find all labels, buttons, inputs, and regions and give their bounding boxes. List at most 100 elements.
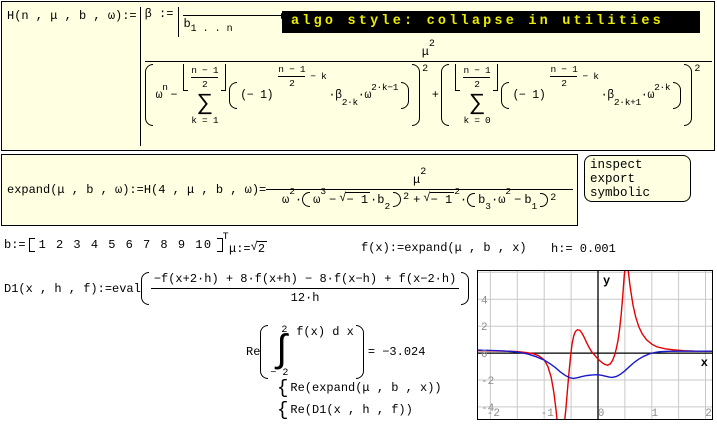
region-f-definition[interactable]: f(x):=expand(μ , b , x) bbox=[361, 241, 527, 255]
group2-square: 2 bbox=[694, 64, 701, 75]
fraction-bar bbox=[266, 189, 573, 190]
dot-op: · bbox=[491, 192, 499, 207]
left-brace-icon: { bbox=[277, 377, 289, 399]
minus-one-base: (− 1) bbox=[240, 88, 274, 102]
sum1-term: (− 1) n − 1 2 − k bbox=[229, 64, 410, 109]
b-lhs: b:= bbox=[4, 238, 26, 252]
left-bracket bbox=[28, 238, 35, 252]
sum-lower-bound: k = 0 bbox=[463, 115, 491, 126]
region-integral-eval[interactable]: Re 2 ∫ − 2 f(x) d x = −3.024 bbox=[246, 325, 425, 379]
menu-item-symbolic[interactable]: symbolic bbox=[590, 186, 651, 200]
mu: μ bbox=[421, 45, 429, 59]
minus-op: − bbox=[329, 192, 337, 207]
h-def: h:= 0.001 bbox=[551, 242, 616, 256]
y-tick-label: 4 bbox=[481, 295, 488, 307]
d1-lhs: D1(x , h , f):=eval bbox=[4, 281, 141, 296]
y-tick-label: -4 bbox=[481, 403, 495, 415]
sum-2: n − 1 2 ∑ k = 0 bbox=[455, 64, 499, 126]
omega-exp: 2 bbox=[289, 186, 295, 197]
menu-item-inspect[interactable]: inspect bbox=[590, 158, 643, 172]
exp-tail: − k bbox=[310, 70, 327, 82]
b-values: 1 2 3 4 5 6 7 8 9 10 bbox=[38, 238, 213, 252]
exp-tail: − k bbox=[582, 70, 599, 82]
sigma-icon: ∑ bbox=[198, 90, 212, 116]
beta-factor: ·β bbox=[328, 88, 343, 102]
trace1-label: Re(expand(μ , b , x)) bbox=[290, 381, 442, 395]
sum1-term-body: (− 1) n − 1 2 − k bbox=[239, 64, 399, 109]
plot-curve-1 bbox=[477, 349, 712, 380]
radicand: − 1 bbox=[429, 192, 455, 207]
region-menu[interactable]: inspect export symbolic bbox=[584, 155, 691, 202]
b-var: b bbox=[478, 192, 486, 207]
left-brace-icon: { bbox=[277, 399, 289, 421]
fraction-bar bbox=[191, 77, 219, 78]
sqrt-minus-one: √ − 1 bbox=[423, 192, 455, 207]
lfloor-icon bbox=[183, 64, 189, 91]
right-paren bbox=[673, 81, 682, 109]
radicand: 2 bbox=[256, 241, 268, 256]
program-bar bbox=[139, 7, 141, 146]
x-tick-label: 2 bbox=[705, 408, 712, 419]
y-tick-label: 2 bbox=[481, 322, 488, 334]
omega-exp: 3 bbox=[320, 186, 327, 197]
fraction-bar bbox=[463, 77, 491, 78]
vec-range-sub: 1 . . n bbox=[190, 24, 233, 35]
omega-exp: 2 bbox=[505, 186, 512, 197]
den-group-2: n − 1 2 ∑ k = 0 bbox=[441, 64, 701, 126]
right-paren bbox=[540, 192, 549, 207]
x-tick-label: 0 bbox=[598, 408, 605, 419]
region-plot-expressions[interactable]: { Re(expand(μ , b , x)) { Re(D1(x , h , … bbox=[277, 377, 442, 421]
menu-item-export[interactable]: export bbox=[590, 172, 636, 186]
region-d1-definition[interactable]: D1(x , h , f):=eval −f(x+2·h) + 8·f(x+h)… bbox=[4, 272, 470, 305]
region-mu-definition[interactable]: μ:= √ 2 bbox=[229, 241, 268, 256]
region-xy-plot[interactable]: -2 -1 0 1 2 4 2 0 -2 -4 y x bbox=[477, 261, 713, 427]
sum-1: n − 1 2 ∑ k = 1 bbox=[183, 64, 227, 126]
floor-limit: n − 1 2 bbox=[455, 64, 499, 91]
x-tick-label: -1 bbox=[541, 408, 555, 419]
exp-fraction: n − 1 2 bbox=[547, 63, 580, 90]
eval-arg: −f(x+2·h) + 8·f(x+h) − 8·f(x−h) + f(x−2·… bbox=[140, 272, 470, 305]
left-paren bbox=[140, 272, 149, 305]
mu-lhs: μ:= bbox=[229, 241, 251, 256]
minus-op: − bbox=[170, 88, 178, 102]
exp-fraction: n − 1 2 bbox=[275, 63, 308, 90]
radical-icon: √ bbox=[339, 191, 347, 205]
region-b-definition[interactable]: b:= 1 2 3 4 5 6 7 8 9 10 T bbox=[4, 232, 229, 252]
x-tick-label: 1 bbox=[651, 408, 658, 419]
integrand: f(x) d x bbox=[296, 325, 354, 339]
vec-base: b bbox=[183, 17, 191, 31]
integral-sign: 2 ∫ − 2 bbox=[270, 325, 293, 379]
omega: ω bbox=[313, 192, 321, 207]
beta-sub: 2·k bbox=[341, 96, 359, 108]
minus-one-exponent: n − 1 2 − k bbox=[547, 63, 599, 90]
group-square: 2 bbox=[403, 192, 410, 203]
limit-fraction: n − 1 2 bbox=[188, 64, 221, 91]
left-paren bbox=[467, 192, 476, 207]
region-h-definition[interactable]: algo style: collapse in utilities H(n , … bbox=[1, 1, 715, 151]
title-banner: algo style: collapse in utilities bbox=[282, 11, 700, 33]
region-h-step-definition[interactable]: h:= 0.001 bbox=[551, 242, 616, 256]
group-square: 2 bbox=[550, 192, 557, 204]
beta-lhs: β := bbox=[144, 7, 174, 21]
right-paren bbox=[355, 325, 364, 379]
plus-op: + bbox=[413, 192, 421, 207]
x-axis-label: x bbox=[701, 356, 708, 370]
omega-factor: ·ω bbox=[640, 88, 655, 102]
fraction-bar bbox=[144, 61, 712, 62]
sum-lower-bound: k = 1 bbox=[191, 115, 219, 126]
b-sub: 3 bbox=[485, 201, 491, 212]
vectorize-bar bbox=[178, 7, 180, 37]
d1-numerator: −f(x+2·h) + 8·f(x+h) − 8·f(x−h) + f(x−2·… bbox=[153, 272, 457, 286]
